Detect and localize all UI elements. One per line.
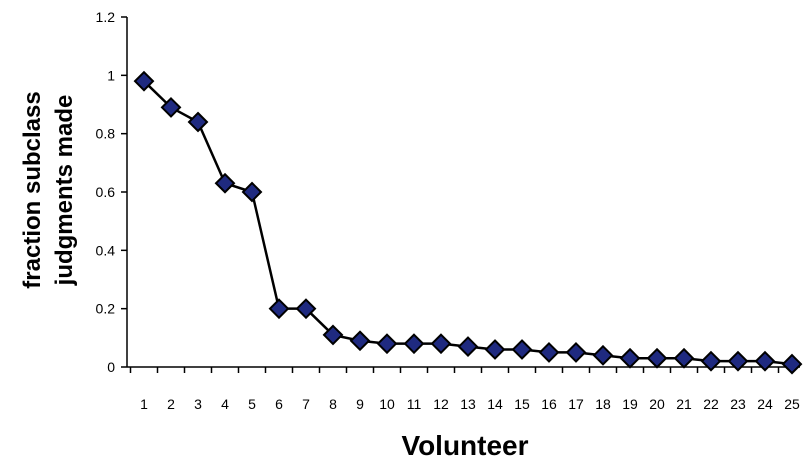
x-tick-label: 4 (221, 396, 229, 412)
x-tick-label: 25 (784, 396, 800, 412)
axes (126, 17, 800, 368)
data-point-marker (565, 342, 587, 363)
x-axis-ticks: 1 2 3 4 5 6 7 8 9 10 11 12 13 14 15 16 17 18 19 20 21 22 23 24 2… (129, 367, 800, 412)
data-point-marker (484, 339, 506, 360)
data-point-marker (160, 97, 182, 118)
y-tick-label: 1 (107, 67, 115, 83)
x-tick-label: 16 (541, 396, 557, 412)
data-point-marker (403, 333, 425, 355)
x-tick-label: 12 (433, 396, 449, 412)
y-tick-label: 0.4 (96, 242, 116, 258)
x-tick-label: 14 (487, 396, 503, 412)
x-tick-label: 9 (356, 396, 364, 412)
x-tick-label: 5 (248, 396, 256, 412)
x-tick-label: 8 (329, 396, 337, 412)
data-point-marker (241, 181, 263, 203)
data-point-marker (457, 336, 479, 357)
y-tick-label: 1.2 (96, 9, 116, 25)
x-tick-label: 17 (568, 396, 584, 412)
y-axis-ticks: 0 0.2 0.4 0.6 0.8 1 1.2 (96, 9, 127, 375)
data-point-marker (430, 333, 452, 355)
x-axis-title: Volunteer (401, 430, 528, 461)
x-tick-label: 22 (703, 396, 719, 412)
x-tick-label: 7 (302, 396, 310, 412)
data-point-marker (133, 70, 155, 92)
x-tick-label: 1 (140, 396, 148, 412)
x-tick-label: 15 (514, 396, 530, 412)
data-point-marker (727, 350, 749, 372)
x-tick-label: 13 (460, 396, 476, 412)
x-tick-label: 19 (622, 396, 638, 412)
data-point-marker (619, 347, 641, 369)
data-point-marker (673, 347, 695, 369)
data-point-marker (295, 298, 317, 320)
x-tick-label: 21 (676, 396, 692, 412)
series-line (143, 80, 793, 366)
x-tick-label: 11 (407, 396, 422, 412)
axis-titles: Volunteer fraction subclass judgments ma… (19, 91, 529, 461)
y-axis-title-line-1: fraction subclass (19, 91, 46, 288)
data-point-marker (754, 350, 776, 372)
x-tick-label: 6 (275, 396, 283, 412)
y-tick-label: 0 (107, 359, 115, 375)
data-point-marker (781, 353, 803, 375)
data-point-marker (322, 324, 344, 346)
x-tick-label: 2 (167, 396, 175, 412)
series-group (133, 70, 803, 375)
x-tick-label: 3 (194, 396, 202, 412)
y-tick-label: 0.6 (96, 184, 116, 200)
y-axis-title-line-2: judgments made (51, 95, 78, 287)
data-point-marker (511, 339, 533, 360)
y-tick-label: 0.8 (96, 126, 116, 142)
x-tick-label: 18 (595, 396, 611, 412)
data-point-marker (646, 347, 668, 369)
data-point-marker (700, 350, 722, 372)
x-tick-label: 20 (649, 396, 665, 412)
x-tick-label: 24 (757, 396, 773, 412)
data-point-marker (349, 330, 371, 352)
y-tick-label: 0.2 (96, 301, 116, 317)
data-point-marker (592, 344, 614, 366)
data-point-marker (376, 333, 398, 355)
x-tick-label: 10 (379, 396, 395, 412)
data-point-marker (214, 172, 236, 194)
data-point-marker (538, 342, 560, 363)
data-point-marker (187, 111, 209, 133)
data-point-marker (268, 298, 290, 320)
x-tick-label: 23 (730, 396, 746, 412)
